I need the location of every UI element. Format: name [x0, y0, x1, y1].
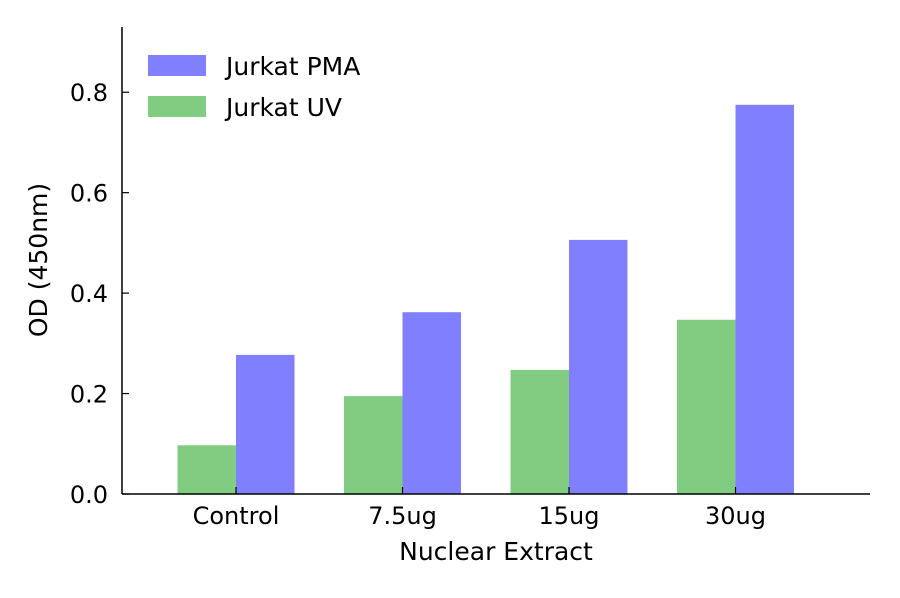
x-tick-label: 15ug [539, 502, 600, 530]
y-tick-label: 0.4 [70, 280, 108, 308]
bar-jurkat-pma-control [236, 354, 295, 494]
axes-layer [121, 27, 870, 495]
legend-swatch-jurkat-uv [148, 96, 206, 117]
bar-jurkat-uv-control [177, 445, 236, 494]
x-tick-label: 30ug [705, 502, 766, 530]
x-ticks-layer: Control 7.5ug 15ug 30ug [193, 487, 766, 530]
bar-jurkat-pma-15ug [569, 239, 628, 494]
y-tick-label: 0.2 [70, 381, 108, 409]
y-tick-label: 0.0 [70, 481, 108, 509]
y-ticks-layer: 0.0 0.2 0.4 0.6 0.8 [70, 79, 129, 509]
legend: Jurkat PMA Jurkat UV [148, 52, 360, 122]
bar-jurkat-pma-7-5ug [402, 312, 461, 494]
y-axis-title: OD (450nm) [24, 183, 53, 337]
x-tick-label: Control [193, 502, 280, 530]
bar-jurkat-pma-30ug [735, 104, 794, 495]
y-tick-label: 0.8 [70, 79, 108, 107]
legend-label-jurkat-pma: Jurkat PMA [224, 52, 360, 81]
bar-jurkat-uv-30ug [677, 319, 736, 494]
legend-label-jurkat-uv: Jurkat UV [224, 93, 342, 122]
bars-layer [177, 104, 794, 495]
y-tick-label: 0.6 [70, 180, 108, 208]
bar-jurkat-uv-7-5ug [344, 396, 403, 494]
x-axis-title: Nuclear Extract [399, 537, 593, 566]
bar-jurkat-uv-15ug [510, 369, 569, 494]
x-tick-label: 7.5ug [368, 502, 437, 530]
legend-swatch-jurkat-pma [148, 55, 206, 76]
